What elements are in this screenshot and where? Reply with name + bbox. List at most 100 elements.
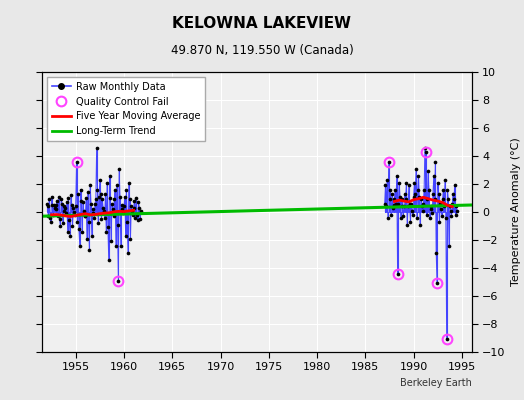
Point <box>52 202 61 208</box>
Point <box>449 191 457 197</box>
Point <box>89 206 97 212</box>
Point <box>425 186 433 193</box>
Point <box>412 166 420 172</box>
Point <box>106 195 115 201</box>
Text: KELOWNA LAKEVIEW: KELOWNA LAKEVIEW <box>172 16 352 31</box>
Point <box>84 218 93 225</box>
Point <box>451 212 460 218</box>
Point <box>121 193 129 200</box>
Point <box>407 200 416 207</box>
Point <box>108 200 116 207</box>
Point <box>89 210 97 217</box>
Point <box>69 205 78 211</box>
Point <box>380 200 389 207</box>
Point <box>77 186 85 193</box>
Point <box>428 210 436 217</box>
Point <box>120 203 128 210</box>
Point <box>391 186 399 193</box>
Point <box>431 158 440 165</box>
Text: Berkeley Earth: Berkeley Earth <box>400 378 472 388</box>
Point <box>427 203 435 210</box>
Point <box>386 196 395 203</box>
Point <box>88 233 96 239</box>
Point <box>108 206 117 212</box>
Point <box>439 196 447 203</box>
Point <box>403 222 411 228</box>
Point <box>68 202 76 208</box>
Point <box>422 212 431 218</box>
Point <box>447 213 456 219</box>
Point <box>446 203 454 210</box>
Point <box>54 193 63 200</box>
Point <box>95 193 103 200</box>
Point <box>434 191 443 197</box>
Point <box>42 200 51 207</box>
Point <box>101 214 109 221</box>
Point <box>46 214 54 221</box>
Point <box>78 228 86 235</box>
Point <box>399 213 407 219</box>
Point <box>126 235 135 242</box>
Point <box>54 213 62 219</box>
Point <box>104 224 112 230</box>
Point <box>388 191 396 197</box>
Point <box>49 212 58 218</box>
Point <box>111 186 119 193</box>
Point <box>442 336 451 342</box>
Legend: Raw Monthly Data, Quality Control Fail, Five Year Moving Average, Long-Term Tren: Raw Monthly Data, Quality Control Fail, … <box>47 77 205 141</box>
Point <box>104 256 113 263</box>
Point <box>424 168 432 174</box>
Point <box>433 280 441 286</box>
Point <box>400 203 408 210</box>
Point <box>129 205 138 211</box>
Point <box>70 209 78 215</box>
Point <box>417 196 425 203</box>
Point <box>418 203 426 210</box>
Point <box>81 213 90 219</box>
Point <box>96 177 104 183</box>
Point <box>51 205 59 211</box>
Point <box>398 203 407 210</box>
Point <box>401 196 410 203</box>
Point <box>86 182 94 189</box>
Point <box>443 186 452 193</box>
Point <box>383 177 391 183</box>
Point <box>132 195 140 201</box>
Point <box>101 191 110 197</box>
Point <box>80 213 89 219</box>
Point <box>63 228 72 235</box>
Point <box>102 228 111 235</box>
Point <box>118 206 127 212</box>
Point <box>446 207 455 214</box>
Point <box>396 193 404 200</box>
Point <box>435 218 444 225</box>
Point <box>56 223 64 229</box>
Point <box>56 216 64 222</box>
Point <box>423 196 432 203</box>
Point <box>430 196 439 203</box>
Point <box>452 203 461 210</box>
Point <box>406 218 414 225</box>
Text: 49.870 N, 119.550 W (Canada): 49.870 N, 119.550 W (Canada) <box>171 44 353 57</box>
Point <box>62 210 70 217</box>
Point <box>415 193 423 200</box>
Point <box>75 226 83 232</box>
Point <box>453 207 461 214</box>
Point <box>134 217 142 224</box>
Point <box>430 172 438 179</box>
Point <box>113 182 121 189</box>
Point <box>450 196 458 203</box>
Point <box>394 200 402 207</box>
Point <box>441 177 449 183</box>
Point <box>57 196 66 203</box>
Point <box>119 210 127 217</box>
Point <box>401 191 409 197</box>
Point <box>65 217 73 224</box>
Point <box>64 195 73 201</box>
Point <box>127 203 135 210</box>
Point <box>80 207 88 214</box>
Point <box>123 218 132 225</box>
Point <box>389 202 398 208</box>
Point <box>131 214 139 221</box>
Point <box>59 220 67 226</box>
